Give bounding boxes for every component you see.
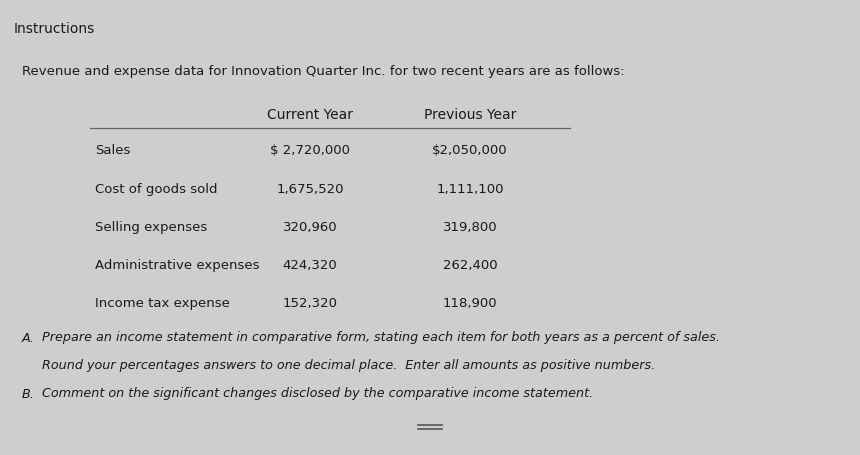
Text: 1,111,100: 1,111,100 [436,182,504,196]
Text: Round your percentages answers to one decimal place.  Enter all amounts as posit: Round your percentages answers to one de… [42,359,655,373]
Text: $ 2,720,000: $ 2,720,000 [270,145,350,157]
Text: Prepare an income statement in comparative form, stating each item for both year: Prepare an income statement in comparati… [42,332,720,344]
Text: 118,900: 118,900 [443,297,497,309]
Text: A.: A. [22,332,35,344]
Text: 1,675,520: 1,675,520 [276,182,344,196]
Text: $2,050,000: $2,050,000 [433,145,507,157]
Text: Instructions: Instructions [14,22,95,36]
Text: Sales: Sales [95,145,131,157]
Text: Cost of goods sold: Cost of goods sold [95,182,218,196]
Text: Income tax expense: Income tax expense [95,297,230,309]
Text: Administrative expenses: Administrative expenses [95,258,260,272]
Text: 152,320: 152,320 [282,297,337,309]
Text: Current Year: Current Year [267,108,353,122]
Text: 319,800: 319,800 [443,221,497,233]
Text: 320,960: 320,960 [283,221,337,233]
Text: B.: B. [22,388,34,400]
Text: Comment on the significant changes disclosed by the comparative income statement: Comment on the significant changes discl… [42,388,593,400]
Text: 262,400: 262,400 [443,258,497,272]
Text: Selling expenses: Selling expenses [95,221,207,233]
Text: Revenue and expense data for Innovation Quarter Inc. for two recent years are as: Revenue and expense data for Innovation … [22,65,624,77]
Text: 424,320: 424,320 [283,258,337,272]
Text: Previous Year: Previous Year [424,108,516,122]
